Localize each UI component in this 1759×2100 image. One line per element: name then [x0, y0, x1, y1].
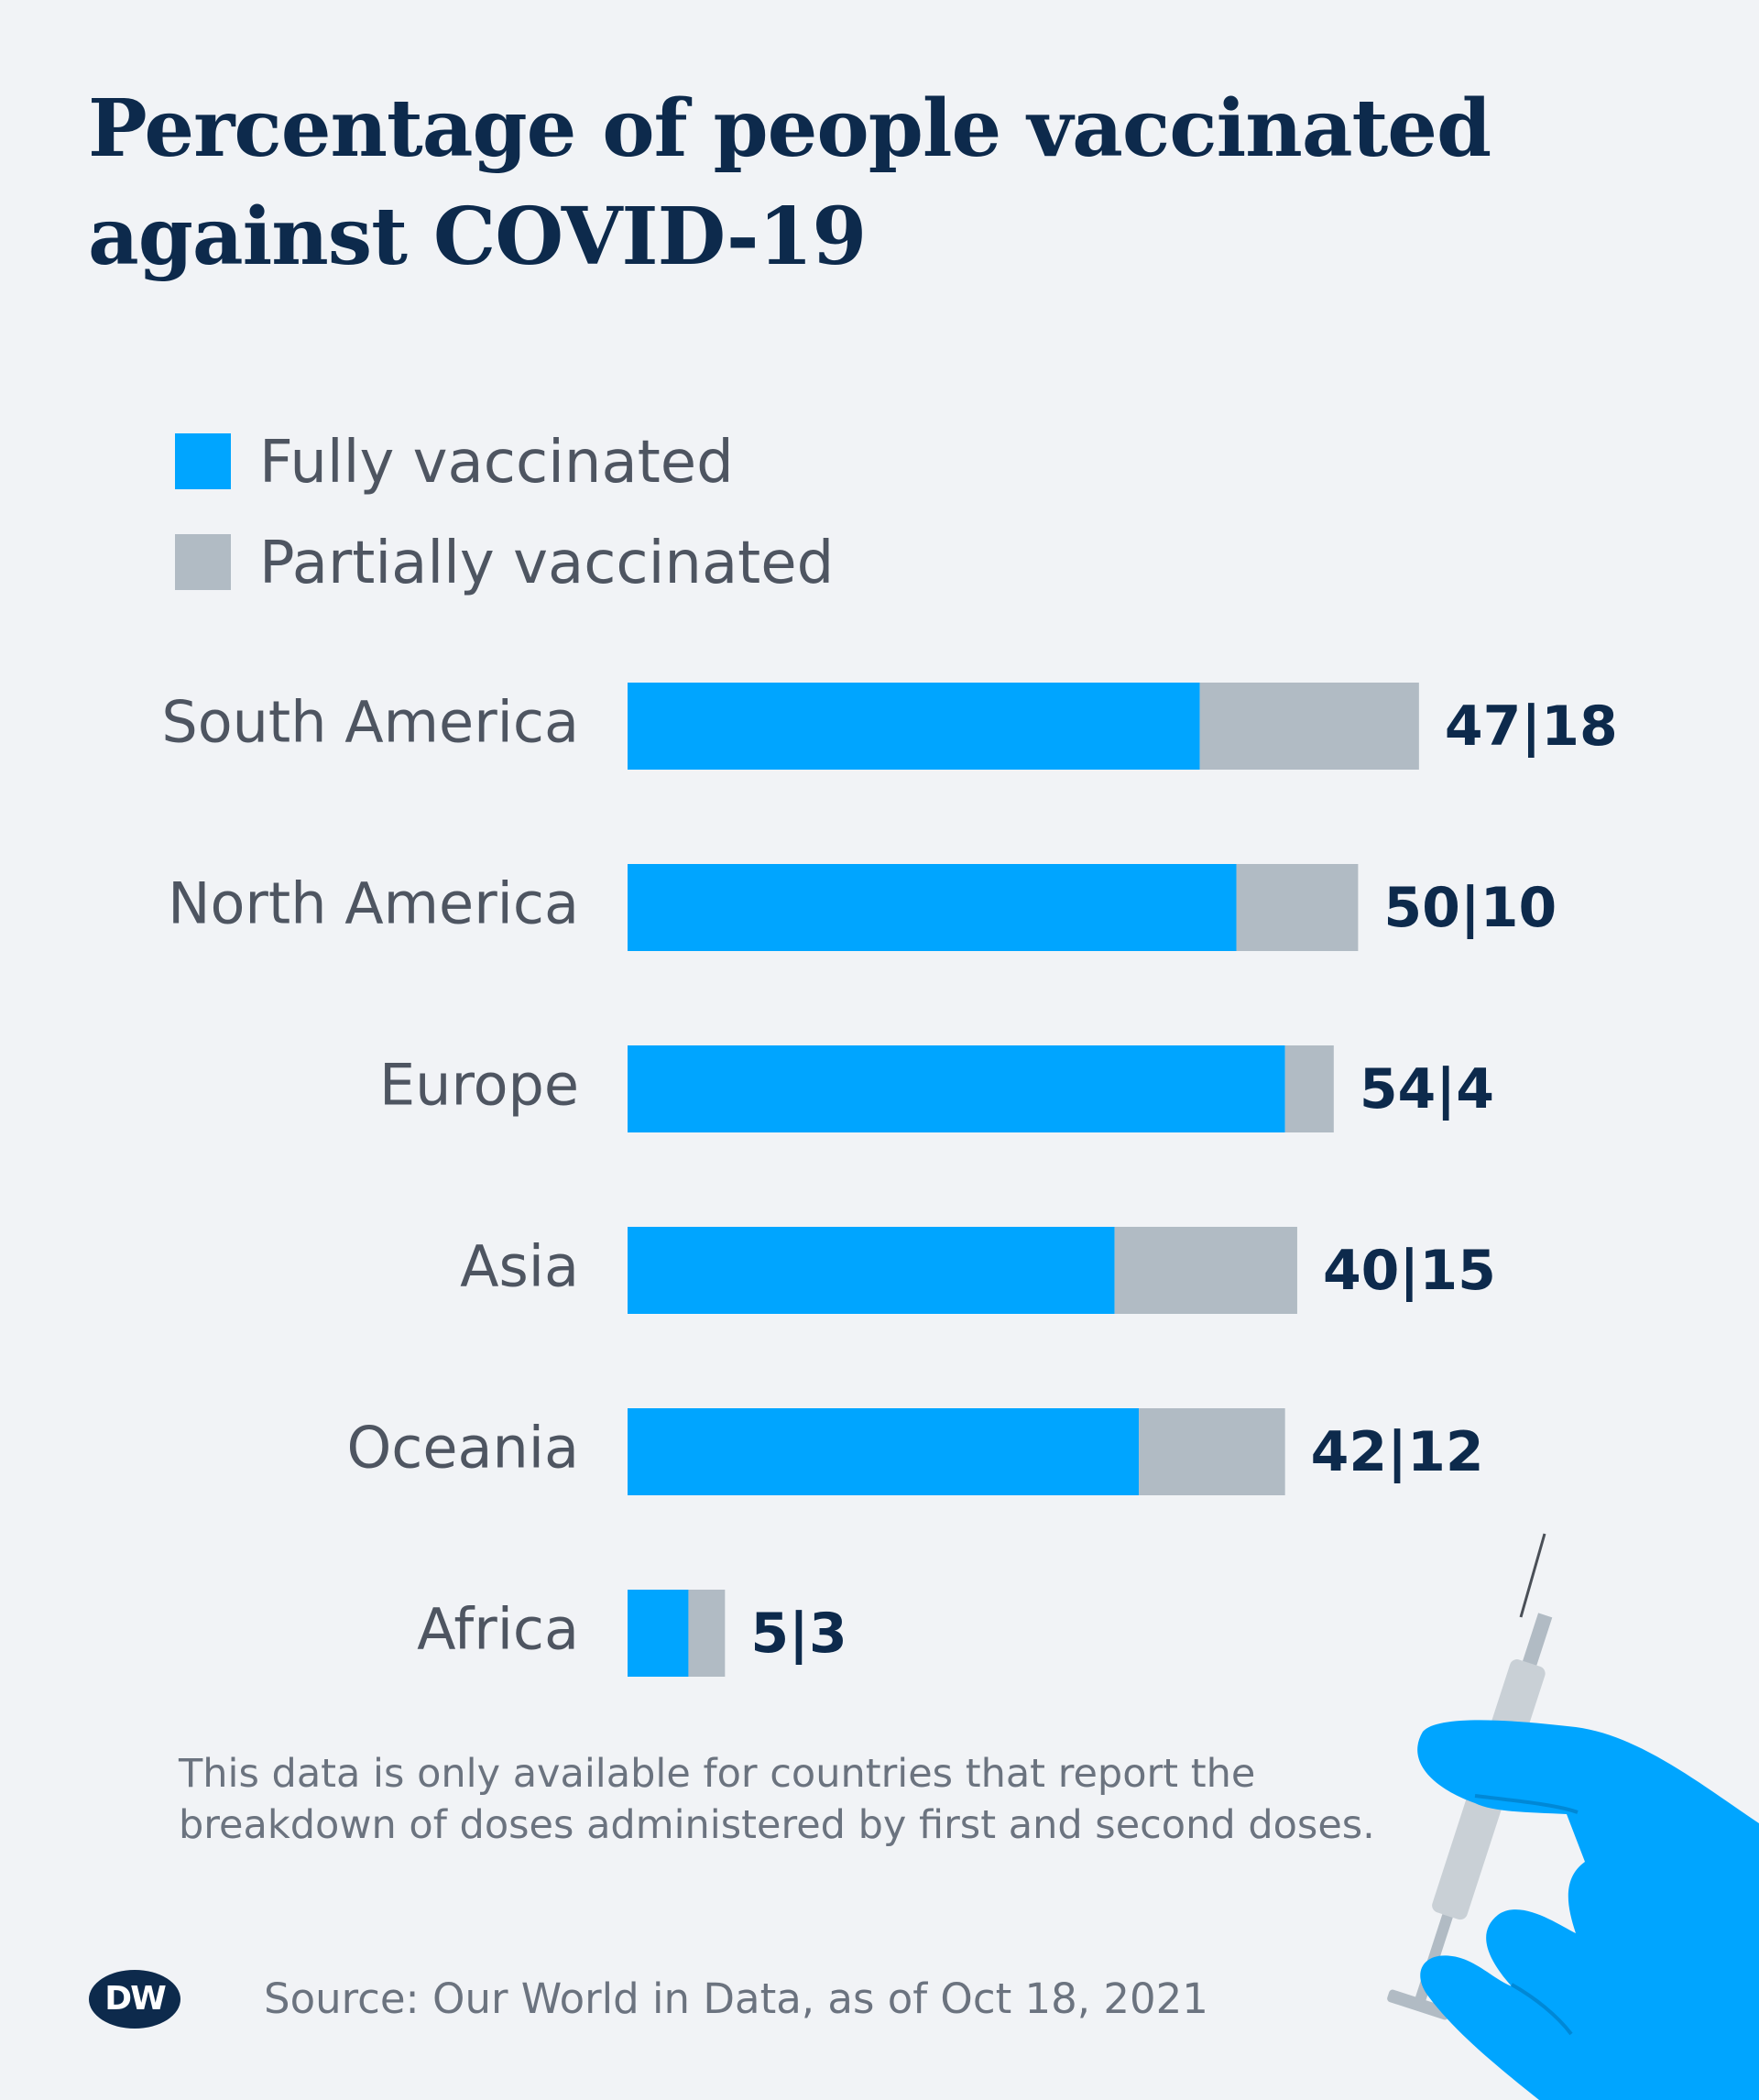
- dw-logo: DW: [89, 1970, 180, 2029]
- category-label-south-america: South America: [161, 689, 579, 756]
- bar-chart: South America 47|18 North America 50|10 Euro…: [161, 683, 1618, 1677]
- syringe-hand-illustration: [1387, 1533, 1759, 2100]
- legend-label-partially: Partially vaccinated: [259, 530, 835, 597]
- value-label-europe: 54|4: [1360, 1057, 1494, 1121]
- source-text: Source: Our World in Data, as of Oct 18,…: [264, 1974, 1208, 2023]
- legend-swatch-partially: [175, 534, 231, 590]
- legend-swatch-fully: [175, 433, 231, 489]
- value-label-north-america: 50|10: [1383, 876, 1557, 940]
- needle-icon: [1519, 1533, 1546, 1618]
- bar-partially-south-america: [1199, 683, 1419, 770]
- bar-partially-africa: [688, 1590, 726, 1677]
- bar-fully-africa: [628, 1590, 689, 1677]
- category-label-north-america: North America: [168, 870, 579, 937]
- bar-fully-oceania: [628, 1408, 1140, 1495]
- category-label-oceania: Oceania: [346, 1415, 579, 1482]
- bar-fully-north-america: [628, 864, 1237, 951]
- bar-partially-north-america: [1236, 864, 1359, 951]
- value-label-oceania: 42|12: [1311, 1420, 1484, 1484]
- category-label-africa: Africa: [417, 1596, 579, 1663]
- legend-label-fully: Fully vaccinated: [259, 429, 734, 497]
- category-label-europe: Europe: [379, 1052, 579, 1119]
- value-label-south-america: 47|18: [1445, 695, 1618, 759]
- glove-icon: [1417, 1720, 1759, 2100]
- bar-fully-asia: [628, 1227, 1115, 1314]
- bar-fully-europe: [628, 1045, 1285, 1132]
- bar-partially-oceania: [1139, 1408, 1285, 1495]
- bar-partially-asia: [1114, 1227, 1297, 1314]
- footnote: This data is only available for countrie…: [179, 1751, 1375, 1848]
- bar-partially-europe: [1284, 1045, 1334, 1132]
- category-label-asia: Asia: [460, 1233, 579, 1300]
- bar-fully-south-america: [628, 683, 1200, 770]
- value-label-asia: 40|15: [1323, 1239, 1496, 1303]
- chart-title: Percentage of people vaccinated against …: [88, 82, 1491, 283]
- value-label-africa: 5|3: [750, 1602, 847, 1666]
